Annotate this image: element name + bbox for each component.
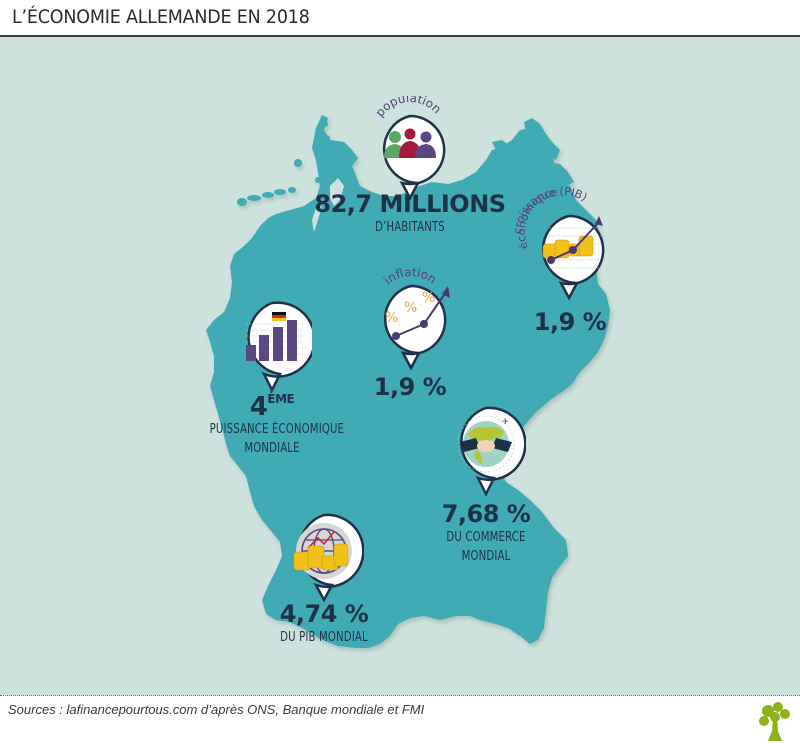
pin-growth: croissance économique (PIB) xyxy=(511,185,615,306)
header: L’ÉCONOMIE ALLEMANDE EN 2018 xyxy=(0,0,800,37)
gdp-share-value: 4,74 % xyxy=(279,600,369,628)
svg-text:%: % xyxy=(385,310,398,326)
growth-value: 1,9 % xyxy=(533,308,607,336)
rank-value-wrap: 4ÈME xyxy=(192,392,352,422)
tree-logo-icon xyxy=(759,702,790,741)
growth-stat: 1,9 % xyxy=(520,308,620,336)
pin-trade: ✈ xyxy=(446,404,527,500)
gdp-share-caption: DU PIB MONDIAL xyxy=(280,630,368,645)
population-value: 82,7 MILLIONS xyxy=(314,190,506,218)
arc-label-inflation: inflation xyxy=(381,265,439,287)
svg-text:%: % xyxy=(422,290,435,306)
trade-stat: 7,68 % DU COMMERCE MONDIAL xyxy=(416,500,556,564)
people-icon xyxy=(384,128,436,158)
page-title: L’ÉCONOMIE ALLEMANDE EN 2018 xyxy=(12,6,310,28)
globe-handshake-icon: ✈ xyxy=(457,415,515,473)
svg-text:✈: ✈ xyxy=(502,417,509,426)
footer: Sources : lafinancepourtous.com d’après … xyxy=(0,695,800,744)
rank-value: 4 xyxy=(249,392,268,422)
rank-stat: 4ÈME PUISSANCE ÉCONOMIQUE MONDIALE xyxy=(192,392,352,456)
trade-caption-2: MONDIAL xyxy=(461,549,511,564)
bar-chart-flag-icon xyxy=(246,312,302,361)
trade-value: 7,68 % xyxy=(441,500,531,528)
inflation-arrow-icon: % % % xyxy=(385,286,450,340)
svg-text:inflation: inflation xyxy=(381,265,439,287)
pin-rank xyxy=(232,300,316,400)
inflation-stat: 1,9 % xyxy=(360,373,460,401)
pin-inflation: inflation % % % xyxy=(366,262,456,372)
gdp-share-stat: 4,74 % DU PIB MONDIAL xyxy=(254,600,394,645)
trade-caption-1: DU COMMERCE xyxy=(446,530,526,545)
svg-text:%: % xyxy=(404,300,417,316)
rank-caption-2: MONDIALE xyxy=(244,441,300,456)
inflation-value: 1,9 % xyxy=(373,373,447,401)
population-caption: D’HABITANTS xyxy=(375,220,445,235)
pin-population: population xyxy=(370,91,450,206)
rank-superscript: ÈME xyxy=(267,392,295,406)
population-stat: 82,7 MILLIONS D’HABITANTS xyxy=(300,190,520,235)
sources-text: Sources : lafinancepourtous.com d’après … xyxy=(8,702,425,717)
pin-gdp-share xyxy=(284,512,365,608)
globe-coins-icon xyxy=(293,523,352,579)
rank-caption-1: PUISSANCE ÉCONOMIQUE xyxy=(209,422,345,437)
growth-chart-coins-icon xyxy=(542,216,603,269)
